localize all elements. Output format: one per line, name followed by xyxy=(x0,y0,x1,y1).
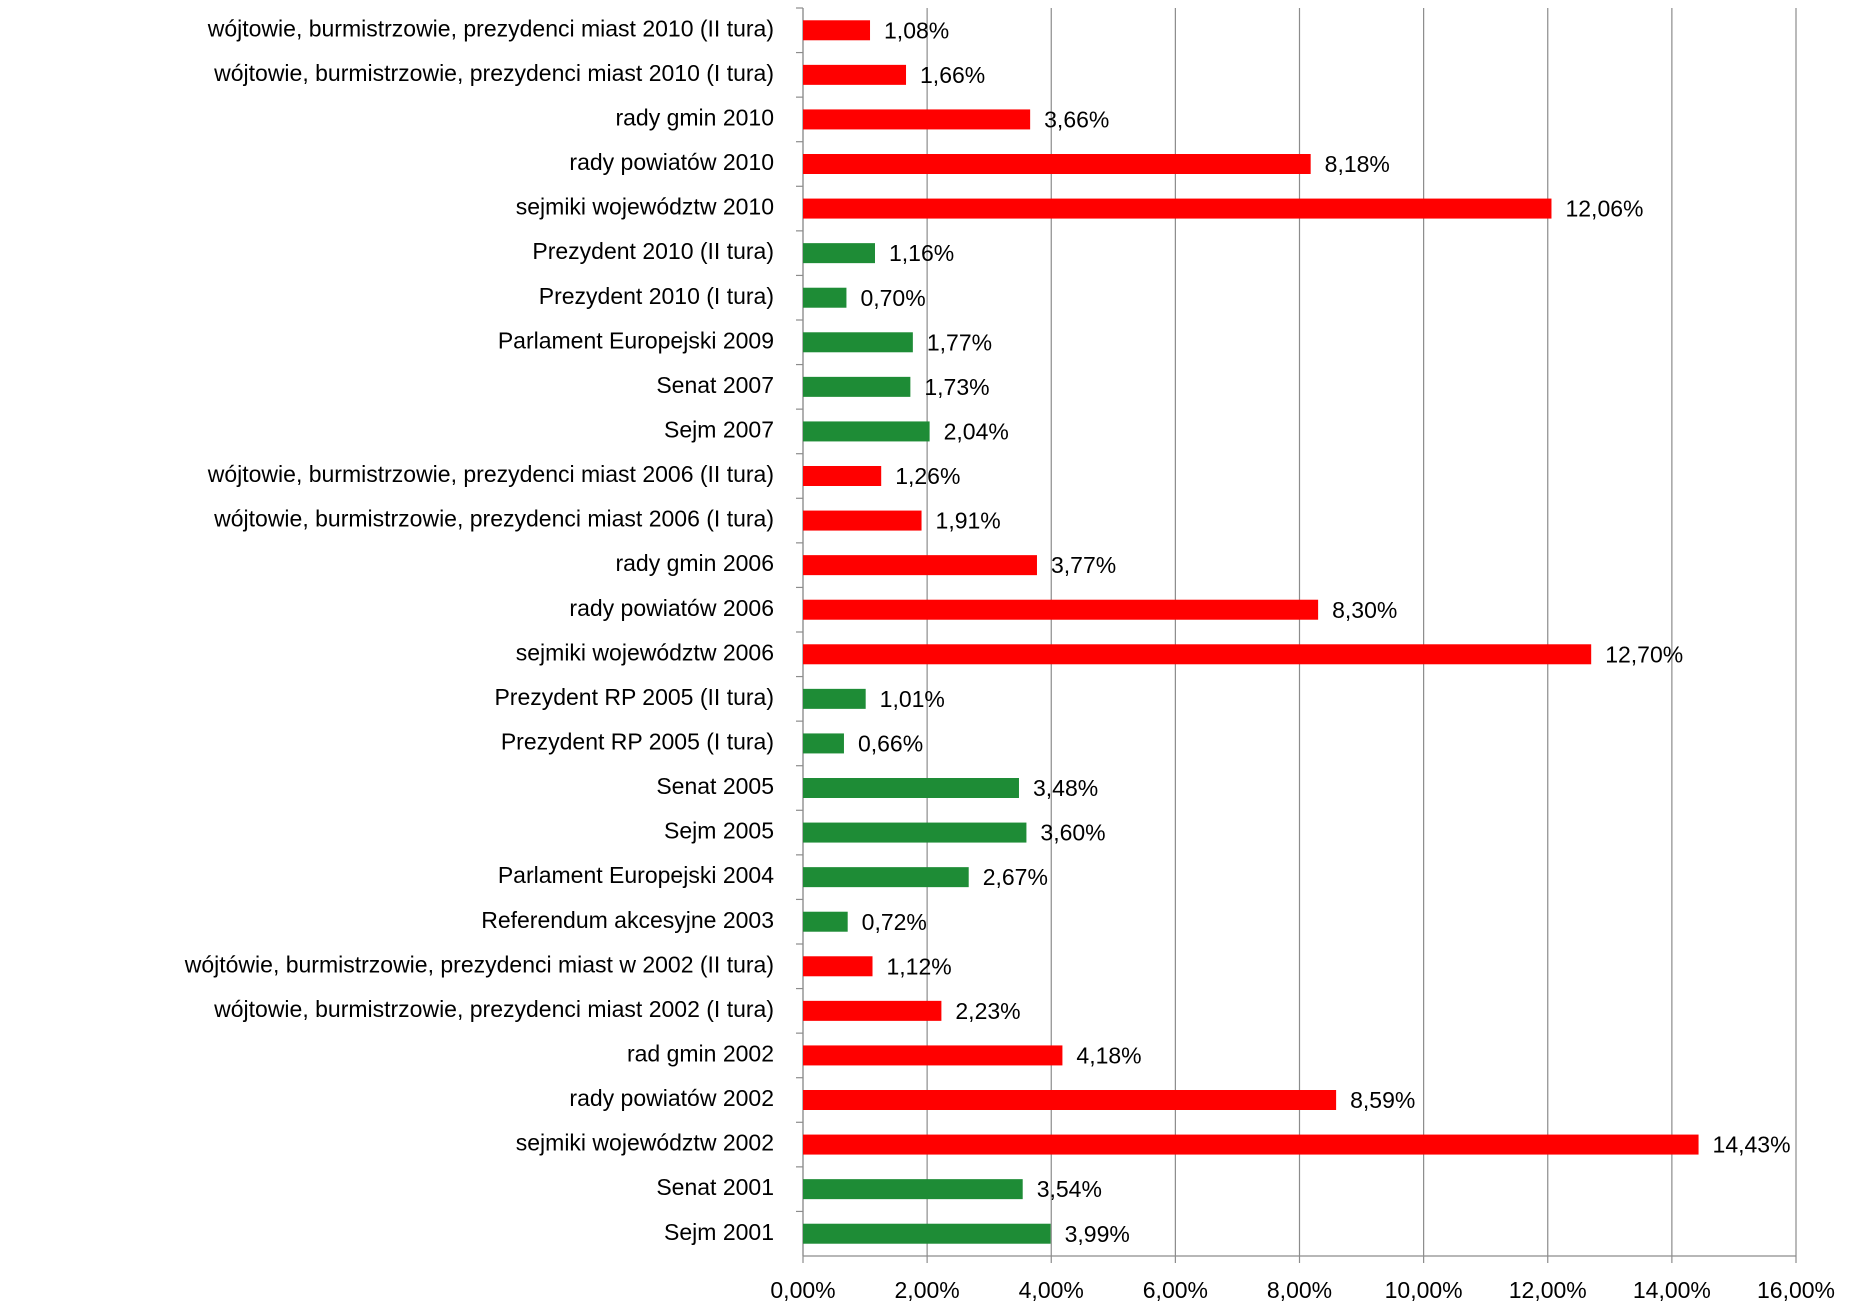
bar xyxy=(803,510,922,531)
value-label: 0,70% xyxy=(860,285,925,311)
y-tick-label: Parlament Europejski 2004 xyxy=(498,862,774,888)
value-label: 2,23% xyxy=(955,998,1020,1024)
bar xyxy=(803,109,1031,130)
bar xyxy=(803,1179,1023,1200)
bar xyxy=(803,555,1037,576)
y-tick-label: wójtowie, burmistrzowie, prezydenci mias… xyxy=(207,461,774,487)
y-tick-label: Prezydent 2010 (II tura) xyxy=(532,238,774,264)
y-tick-label: Prezydent 2010 (I tura) xyxy=(539,283,774,309)
bar xyxy=(803,1134,1699,1155)
bar xyxy=(803,778,1019,798)
y-tick-label: rad gmin 2002 xyxy=(627,1041,774,1067)
value-label: 1,26% xyxy=(895,463,960,489)
value-label: 1,12% xyxy=(887,953,952,979)
y-tick-label: Referendum akcesyjne 2003 xyxy=(481,907,774,933)
y-tick-label: rady powiatów 2006 xyxy=(569,595,774,621)
bar xyxy=(803,332,913,353)
y-tick-label: Sejm 2001 xyxy=(664,1219,774,1245)
bar xyxy=(803,911,848,932)
value-label: 1,16% xyxy=(889,240,954,266)
value-label: 0,72% xyxy=(862,909,927,935)
bar xyxy=(803,243,875,264)
bar xyxy=(803,822,1027,843)
bar xyxy=(803,1090,1337,1110)
value-label: 2,04% xyxy=(944,419,1009,445)
bar xyxy=(803,20,871,41)
x-tick-label: 4,00% xyxy=(1019,1277,1084,1303)
value-label: 8,30% xyxy=(1332,597,1397,623)
bar xyxy=(803,376,911,397)
value-label: 3,54% xyxy=(1037,1176,1102,1202)
x-tick-label: 2,00% xyxy=(895,1277,960,1303)
bar xyxy=(803,154,1311,174)
y-tick-label: Senat 2007 xyxy=(656,372,774,398)
bar xyxy=(803,599,1319,620)
value-label: 0,66% xyxy=(858,731,923,757)
value-label: 3,99% xyxy=(1065,1221,1130,1247)
y-tick-label: Senat 2001 xyxy=(656,1174,774,1200)
x-tick-label: 8,00% xyxy=(1267,1277,1332,1303)
y-tick-label: wójtówie, burmistrzowie, prezydenci mias… xyxy=(184,951,774,977)
value-label: 2,67% xyxy=(983,864,1048,890)
value-label: 1,91% xyxy=(936,508,1001,534)
bar xyxy=(803,287,847,308)
value-label: 14,43% xyxy=(1713,1132,1791,1158)
value-label: 12,70% xyxy=(1605,641,1683,667)
bar xyxy=(803,198,1552,219)
bar xyxy=(803,466,882,486)
x-tick-label: 12,00% xyxy=(1509,1277,1587,1303)
y-tick-label: sejmiki województw 2006 xyxy=(516,639,774,665)
bar xyxy=(803,421,930,442)
y-tick-label: sejmiki województw 2002 xyxy=(516,1130,774,1156)
y-tick-label: wójtowie, burmistrzowie, prezydenci mias… xyxy=(213,60,774,86)
y-tick-label: wójtowie, burmistrzowie, prezydenci mias… xyxy=(207,15,774,41)
y-tick-label: Sejm 2005 xyxy=(664,818,774,844)
value-label: 3,66% xyxy=(1044,107,1109,133)
y-tick-label: Senat 2005 xyxy=(656,773,774,799)
y-tick-label: Parlament Europejski 2009 xyxy=(498,327,774,353)
y-tick-label: sejmiki województw 2010 xyxy=(516,194,774,220)
bar xyxy=(803,956,873,977)
y-tick-label: rady gmin 2010 xyxy=(615,105,774,131)
y-tick-label: rady powiatów 2010 xyxy=(569,149,774,175)
bar xyxy=(803,1045,1063,1066)
bar xyxy=(803,867,969,888)
y-tick-label: Prezydent RP 2005 (II tura) xyxy=(494,684,774,710)
bar xyxy=(803,64,907,85)
y-tick-label: wójtowie, burmistrzowie, prezydenci mias… xyxy=(213,506,774,532)
bar xyxy=(803,733,844,754)
bar xyxy=(803,644,1592,665)
value-label: 3,77% xyxy=(1051,552,1116,578)
x-tick-label: 6,00% xyxy=(1143,1277,1208,1303)
bar xyxy=(803,1223,1051,1244)
y-tick-label: Sejm 2007 xyxy=(664,417,774,443)
value-label: 1,77% xyxy=(927,329,992,355)
value-label: 4,18% xyxy=(1076,1043,1141,1069)
value-label: 1,08% xyxy=(884,17,949,43)
bar xyxy=(803,1000,942,1021)
value-label: 8,18% xyxy=(1325,151,1390,177)
y-tick-label: rady gmin 2006 xyxy=(615,550,774,576)
value-label: 1,01% xyxy=(880,686,945,712)
value-label: 1,66% xyxy=(920,62,985,88)
x-tick-label: 14,00% xyxy=(1633,1277,1711,1303)
value-label: 1,73% xyxy=(924,374,989,400)
bar xyxy=(803,688,866,709)
y-tick-label: rady powiatów 2002 xyxy=(569,1085,774,1111)
value-label: 8,59% xyxy=(1350,1087,1415,1113)
x-tick-label: 0,00% xyxy=(770,1277,835,1303)
value-label: 3,48% xyxy=(1033,775,1098,801)
y-tick-label: wójtowie, burmistrzowie, prezydenci mias… xyxy=(213,996,774,1022)
x-tick-label: 10,00% xyxy=(1385,1277,1463,1303)
x-tick-label: 16,00% xyxy=(1757,1277,1835,1303)
value-label: 12,06% xyxy=(1565,196,1643,222)
y-tick-label: Prezydent RP 2005 (I tura) xyxy=(501,729,774,755)
value-label: 3,60% xyxy=(1040,820,1105,846)
